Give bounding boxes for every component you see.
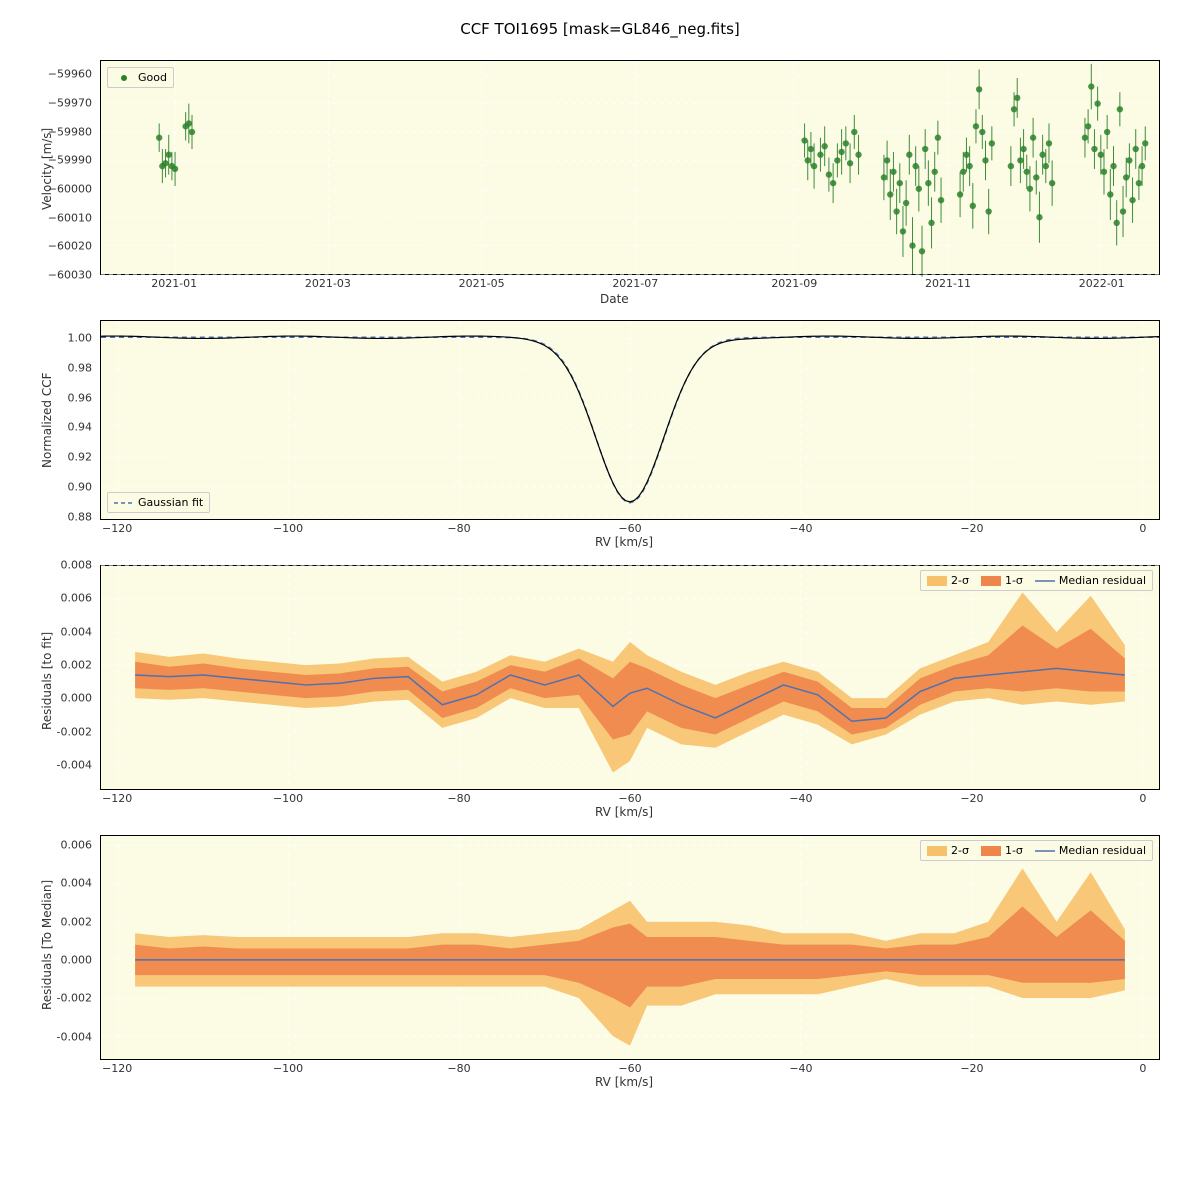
- panel4-legend-2sigma: 2-σ: [951, 844, 969, 857]
- xtick-label: −40: [789, 1062, 812, 1075]
- legend-marker-median: [1035, 846, 1055, 856]
- panel2-ylabel: Normalized CCF: [40, 372, 54, 468]
- ytick-label: 0.000: [61, 692, 93, 705]
- panel4-ylabel: Residuals [To Median]: [40, 880, 54, 1010]
- panel1-xlabel: Date: [600, 292, 629, 306]
- xtick-label: −60: [618, 522, 641, 535]
- ytick-label: −60010: [48, 211, 92, 224]
- xtick-label: −120: [102, 1062, 132, 1075]
- xtick-label: −100: [273, 522, 303, 535]
- panel1-svg: [101, 61, 1159, 274]
- panel2-xlabel: RV [km/s]: [595, 535, 653, 549]
- xtick-label: −100: [273, 1062, 303, 1075]
- xtick-label: −60: [618, 1062, 641, 1075]
- panel4-svg: [101, 836, 1159, 1059]
- ytick-label: 0.004: [61, 877, 93, 890]
- ytick-label: 0.008: [61, 559, 93, 572]
- panel3-svg: [101, 566, 1159, 789]
- xtick-label: −20: [960, 792, 983, 805]
- xtick-label: 0: [1139, 522, 1146, 535]
- legend-marker-1sigma: [981, 846, 1001, 856]
- panel3-ylabel: Residuals [to fit]: [40, 632, 54, 730]
- xtick-label: −100: [273, 792, 303, 805]
- ytick-label: -0.004: [57, 1030, 92, 1043]
- ytick-label: 0.004: [61, 625, 93, 638]
- panel-velocity: Good: [100, 60, 1160, 275]
- figure-title: CCF TOI1695 [mask=GL846_neg.fits]: [0, 20, 1200, 38]
- panel-ccf: Gaussian fit: [100, 320, 1160, 520]
- legend-marker-good: [114, 73, 134, 83]
- panel3-legend-2sigma: 2-σ: [951, 574, 969, 587]
- chart-container: CCF TOI1695 [mask=GL846_neg.fits] Good V…: [0, 0, 1200, 1200]
- ytick-label: 0.98: [68, 361, 93, 374]
- xtick-label: −20: [960, 522, 983, 535]
- ytick-label: -0.002: [57, 725, 92, 738]
- panel2-svg: [101, 321, 1159, 519]
- xtick-label: −80: [447, 792, 470, 805]
- ytick-label: -0.004: [57, 759, 92, 772]
- xtick-label: 2021-01: [151, 277, 197, 290]
- panel4-legend-median: Median residual: [1059, 844, 1146, 857]
- panel-residuals-median: 2-σ 1-σ Median residual: [100, 835, 1160, 1060]
- panel2-legend-label: Gaussian fit: [138, 496, 203, 509]
- xtick-label: 0: [1139, 792, 1146, 805]
- ytick-label: 0.006: [61, 838, 93, 851]
- xtick-label: −80: [447, 522, 470, 535]
- ytick-label: 0.002: [61, 915, 93, 928]
- panel1-ylabel: Velocity [m/s]: [40, 128, 54, 210]
- xtick-label: 2022-01: [1079, 277, 1125, 290]
- xtick-label: −60: [618, 792, 641, 805]
- xtick-label: −120: [102, 792, 132, 805]
- xtick-label: −40: [789, 522, 812, 535]
- panel4-xlabel: RV [km/s]: [595, 1075, 653, 1089]
- ytick-label: 0.94: [68, 421, 93, 434]
- ytick-label: −60000: [48, 183, 92, 196]
- xtick-label: −40: [789, 792, 812, 805]
- ytick-label: 0.92: [68, 451, 93, 464]
- legend-marker-2sigma: [927, 846, 947, 856]
- xtick-label: −80: [447, 1062, 470, 1075]
- panel4-legend-1sigma: 1-σ: [1005, 844, 1023, 857]
- ytick-label: −60030: [48, 269, 92, 282]
- ytick-label: 0.006: [61, 592, 93, 605]
- panel3-xlabel: RV [km/s]: [595, 805, 653, 819]
- ytick-label: 0.88: [68, 511, 93, 524]
- xtick-label: 2021-03: [305, 277, 351, 290]
- xtick-label: 2021-11: [925, 277, 971, 290]
- ytick-label: -0.002: [57, 992, 92, 1005]
- panel2-legend: Gaussian fit: [107, 492, 210, 513]
- xtick-label: −20: [960, 1062, 983, 1075]
- panel3-legend-median: Median residual: [1059, 574, 1146, 587]
- panel4-legend: 2-σ 1-σ Median residual: [920, 840, 1153, 861]
- xtick-label: −120: [102, 522, 132, 535]
- legend-marker-gaussian: [114, 498, 134, 508]
- panel1-legend: Good: [107, 67, 174, 88]
- panel-residuals-fit: 2-σ 1-σ Median residual: [100, 565, 1160, 790]
- ytick-label: 0.90: [68, 481, 93, 494]
- ytick-label: −59970: [48, 97, 92, 110]
- ytick-label: −59980: [48, 125, 92, 138]
- ytick-label: 1.00: [68, 331, 93, 344]
- ytick-label: 0.000: [61, 954, 93, 967]
- panel1-legend-label: Good: [138, 71, 167, 84]
- ytick-label: 0.96: [68, 391, 93, 404]
- panel3-legend-1sigma: 1-σ: [1005, 574, 1023, 587]
- legend-marker-median: [1035, 576, 1055, 586]
- xtick-label: 2021-05: [459, 277, 505, 290]
- ytick-label: −59990: [48, 154, 92, 167]
- legend-marker-1sigma: [981, 576, 1001, 586]
- xtick-label: 2021-09: [771, 277, 817, 290]
- legend-marker-2sigma: [927, 576, 947, 586]
- ytick-label: −60020: [48, 240, 92, 253]
- ytick-label: −59960: [48, 68, 92, 81]
- panel3-legend: 2-σ 1-σ Median residual: [920, 570, 1153, 591]
- xtick-label: 2021-07: [612, 277, 658, 290]
- ytick-label: 0.002: [61, 659, 93, 672]
- xtick-label: 0: [1139, 1062, 1146, 1075]
